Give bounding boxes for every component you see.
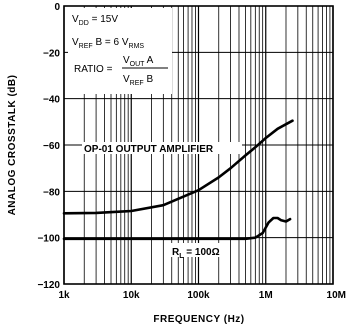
y-tick-label: −20 (43, 48, 60, 59)
x-tick-label: 10k (123, 290, 140, 301)
y-tick-label: −120 (37, 280, 60, 291)
series-label-op01: OP-01 OUTPUT AMPLIFIER (84, 144, 214, 155)
x-tick-labels: 1k 10k 100k 1M 10M (58, 290, 346, 301)
annotation-ratio-label: RATIO = (74, 64, 113, 75)
y-tick-label: −40 (43, 95, 60, 106)
x-tick-label: 10M (327, 290, 346, 301)
y-axis-label: ANALOG CROSSTALK (dB) (7, 75, 18, 216)
y-tick-label: 0 (54, 2, 60, 13)
x-tick-label: 1k (58, 290, 70, 301)
x-tick-label: 100k (187, 290, 210, 301)
x-axis-label: FREQUENCY (Hz) (153, 314, 244, 325)
y-tick-label: −80 (43, 187, 60, 198)
y-tick-label: −60 (43, 141, 60, 152)
y-tick-label: −100 (37, 234, 60, 245)
y-tick-labels: 0 −20 −40 −60 −80 −100 −120 (37, 2, 60, 291)
series-line-2 (64, 218, 290, 239)
x-tick-label: 1M (259, 290, 273, 301)
